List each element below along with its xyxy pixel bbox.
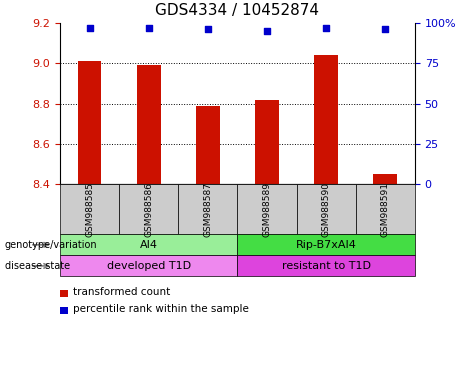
Text: developed T1D: developed T1D [106, 261, 191, 271]
Text: GSM988587: GSM988587 [203, 182, 213, 237]
Text: resistant to T1D: resistant to T1D [282, 261, 371, 271]
Text: GSM988586: GSM988586 [144, 182, 153, 237]
Bar [137, 65, 160, 184]
Text: transformed count: transformed count [73, 287, 170, 297]
Bar [196, 106, 219, 184]
Point [263, 28, 271, 34]
Point [204, 26, 212, 33]
Text: GSM988590: GSM988590 [322, 182, 331, 237]
Title: GDS4334 / 10452874: GDS4334 / 10452874 [155, 3, 319, 18]
Point [86, 25, 93, 31]
Point [322, 25, 330, 31]
Bar [255, 100, 279, 184]
Bar [373, 174, 397, 184]
Bar [314, 55, 338, 184]
Text: GSM988591: GSM988591 [381, 182, 390, 237]
Text: genotype/variation: genotype/variation [5, 240, 97, 250]
Text: disease state: disease state [5, 261, 70, 271]
Text: percentile rank within the sample: percentile rank within the sample [73, 304, 249, 314]
Bar [77, 61, 101, 184]
Point [382, 26, 389, 33]
Text: Rip-B7xAI4: Rip-B7xAI4 [296, 240, 357, 250]
Point [145, 25, 152, 31]
Text: GSM988585: GSM988585 [85, 182, 94, 237]
Text: AI4: AI4 [140, 240, 158, 250]
Text: GSM988589: GSM988589 [262, 182, 272, 237]
